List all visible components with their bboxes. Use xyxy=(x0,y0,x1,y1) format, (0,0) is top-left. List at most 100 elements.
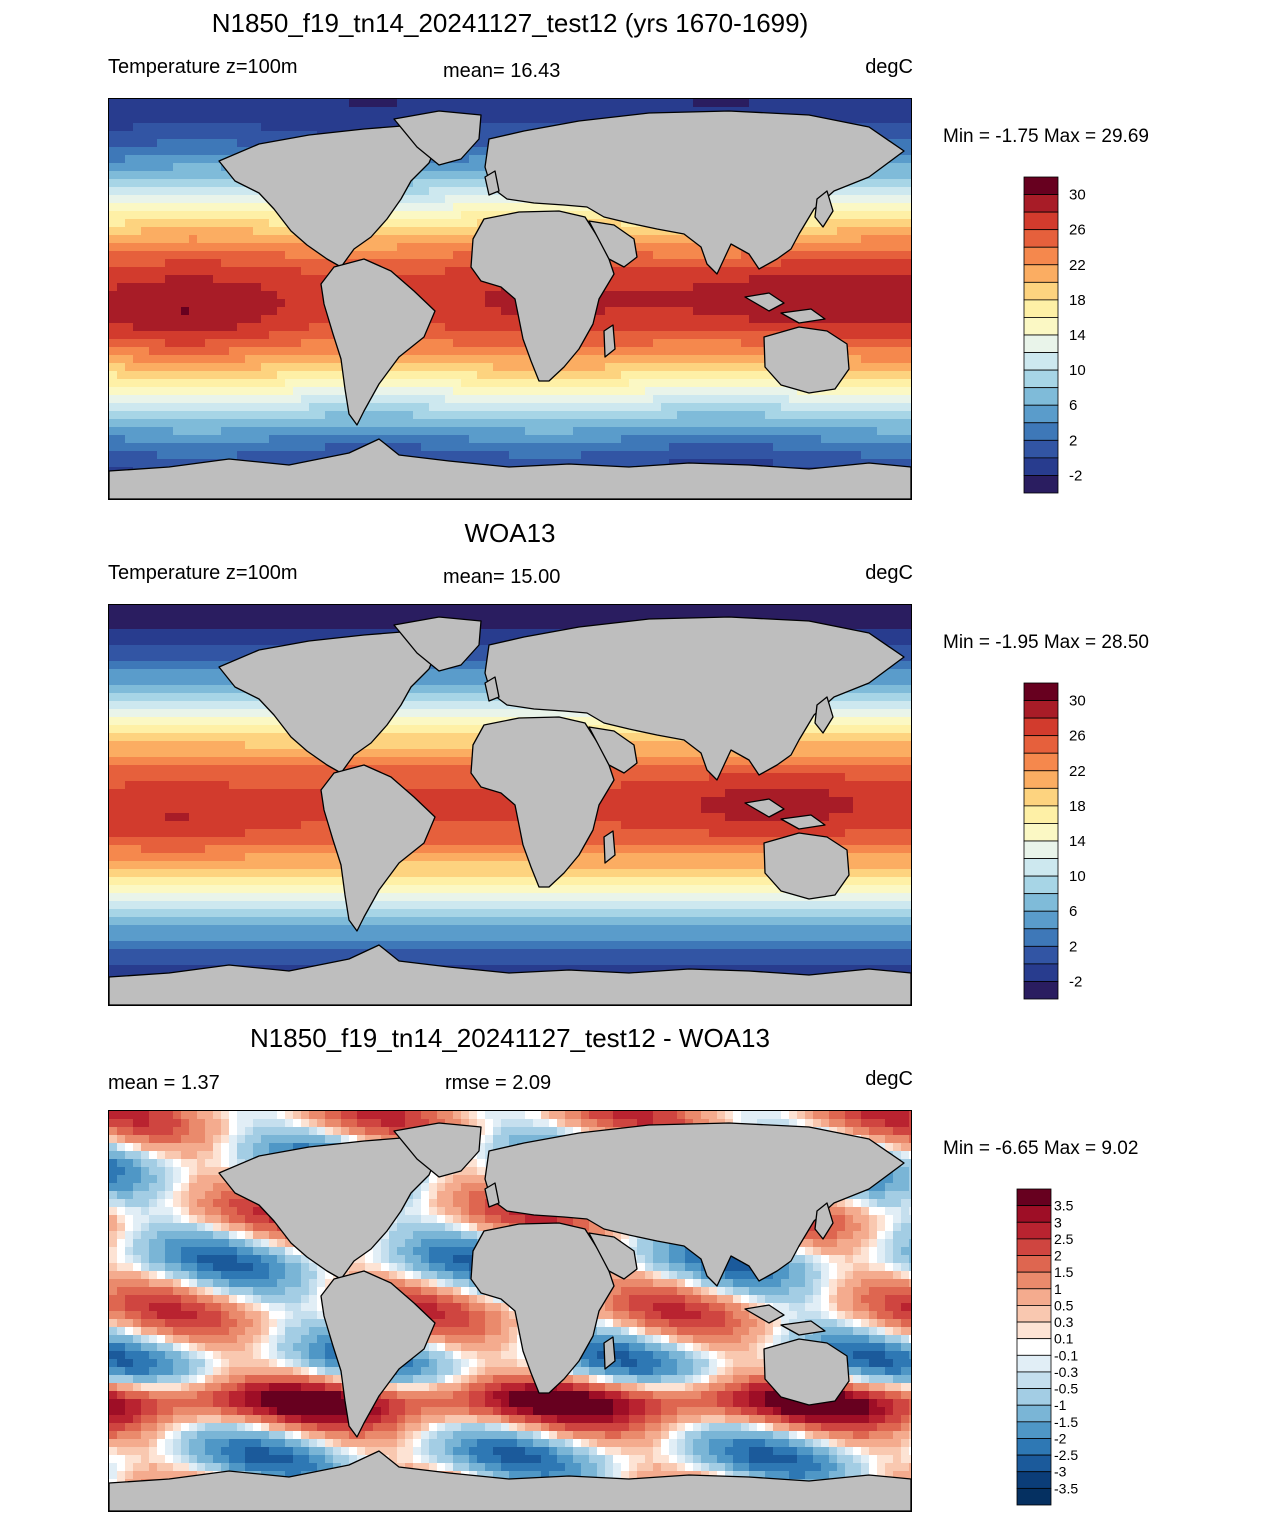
colorbar-tick-label: 2 xyxy=(1054,1248,1062,1264)
panel3-map xyxy=(108,1110,912,1512)
colorbar-swatch xyxy=(1023,928,1059,947)
colorbar-tick-label: 6 xyxy=(1069,903,1077,920)
colorbar-swatch xyxy=(1023,858,1059,877)
colorbar-swatch xyxy=(1023,264,1059,283)
colorbar-swatch xyxy=(1023,211,1059,231)
colorbar-tick-label: 22 xyxy=(1069,257,1086,274)
colorbar-swatch xyxy=(1023,475,1059,494)
land-mask xyxy=(109,110,911,499)
colorbar-tick-label: 18 xyxy=(1069,292,1086,309)
colorbar-swatch xyxy=(1023,770,1059,789)
colorbar-tick-label: 22 xyxy=(1069,763,1086,780)
panel1-title: N1850_f19_tn14_20241127_test12 (yrs 1670… xyxy=(211,8,809,38)
colorbar-swatch xyxy=(1016,1471,1052,1489)
colorbar-swatch xyxy=(1023,963,1059,982)
colorbar-swatch xyxy=(1016,1238,1052,1256)
colorbar-tick-label: 0.3 xyxy=(1054,1314,1074,1330)
colorbar-swatch xyxy=(1016,1255,1052,1273)
panel2-map xyxy=(108,604,912,1006)
colorbar-swatch xyxy=(1023,176,1059,195)
colorbar-swatch xyxy=(1023,334,1059,353)
colorbar-tick-label: 10 xyxy=(1069,362,1086,379)
colorbar-tick-label: -2 xyxy=(1069,467,1082,484)
colorbar-swatch xyxy=(1023,893,1059,912)
colorbar-tick-label: -3 xyxy=(1054,1464,1067,1480)
colorbar-tick-label: 2.5 xyxy=(1054,1231,1074,1247)
colorbar-tick-label: 3.5 xyxy=(1054,1198,1074,1214)
panel2-mean-label: mean= 15.00 xyxy=(443,566,561,588)
colorbar-swatch xyxy=(1023,700,1059,719)
colorbar-swatch xyxy=(1023,823,1059,842)
colorbar-tick-label: 30 xyxy=(1069,693,1086,710)
colorbar-tick-label: 2 xyxy=(1069,938,1077,955)
colorbar-swatch xyxy=(1023,682,1059,701)
colorbar-swatch xyxy=(1016,1454,1052,1473)
colorbar-swatch xyxy=(1023,910,1059,930)
panel1-units-label: degC xyxy=(865,56,913,78)
colorbar-swatch xyxy=(1016,1388,1052,1406)
colorbar-tick-label: -2 xyxy=(1054,1430,1067,1446)
colorbar-tick-label: 1.5 xyxy=(1054,1264,1074,1280)
colorbar-swatch xyxy=(1023,945,1059,965)
colorbar-swatch xyxy=(1023,299,1059,318)
colorbar-tick-label: 26 xyxy=(1069,222,1086,239)
colorbar-swatch xyxy=(1023,404,1059,424)
colorbar-swatch xyxy=(1016,1421,1052,1439)
panel3-colorbar: 3.5 3 2.5 2 1.5 1 0.5 0.3 0.1 -0.1 -0.3 -0.5 -1 -1.5-… xyxy=(1016,1188,1136,1506)
colorbar-tick-label: 18 xyxy=(1069,798,1086,815)
colorbar-tick-label: 6 xyxy=(1069,397,1077,414)
colorbar-swatch xyxy=(1016,1288,1052,1306)
colorbar-swatch xyxy=(1016,1371,1052,1389)
colorbar-tick-label: 14 xyxy=(1069,327,1086,344)
colorbar-swatch xyxy=(1023,981,1059,1000)
colorbar-swatch xyxy=(1016,1188,1052,1207)
panel1-colorbar: 30 26 22 18 14 10 6 2 -2 xyxy=(1023,176,1143,494)
panel3-title: N1850_f19_tn14_20241127_test12 - WOA13 xyxy=(250,1023,770,1053)
panel2-colorbar: 30 26 22 18 14 10 6 2 -2 xyxy=(1023,682,1143,1000)
colorbar-swatch xyxy=(1023,281,1059,301)
colorbar-swatch xyxy=(1023,735,1059,754)
colorbar-swatch xyxy=(1023,439,1059,459)
colorbar-swatch xyxy=(1016,1338,1052,1356)
colorbar-swatch xyxy=(1023,387,1059,406)
panel3-units-label: degC xyxy=(865,1068,913,1090)
colorbar-tick-label: 1 xyxy=(1054,1281,1062,1297)
panel2-variable-label: Temperature z=100m xyxy=(108,562,298,584)
land-mask xyxy=(109,616,911,1005)
colorbar-swatch xyxy=(1023,717,1059,737)
colorbar-swatch xyxy=(1016,1354,1052,1373)
panel2-minmax: Min = -1.95 Max = 28.50 xyxy=(943,632,1149,653)
colorbar-tick-label: 3 xyxy=(1054,1214,1062,1230)
colorbar-swatch xyxy=(1016,1321,1052,1340)
colorbar-swatch xyxy=(1016,1438,1052,1456)
colorbar-tick-label: -1 xyxy=(1054,1397,1067,1413)
panel1-minmax: Min = -1.75 Max = 29.69 xyxy=(943,126,1149,147)
colorbar-swatch xyxy=(1023,875,1059,895)
colorbar-swatch xyxy=(1016,1305,1052,1323)
colorbar-swatch xyxy=(1023,787,1059,807)
panel3-rmse-label: rmse = 2.09 xyxy=(445,1072,552,1094)
colorbar-tick-label: 0.5 xyxy=(1054,1297,1074,1313)
colorbar-tick-label: 30 xyxy=(1069,187,1086,204)
colorbar-tick-label: -0.3 xyxy=(1054,1364,1078,1380)
colorbar-tick-label: -0.1 xyxy=(1054,1347,1078,1363)
colorbar-swatch xyxy=(1016,1404,1052,1423)
colorbar-tick-label: -2.5 xyxy=(1054,1447,1078,1463)
panel2-title: WOA13 xyxy=(464,518,556,548)
colorbar-swatch xyxy=(1023,369,1059,389)
colorbar-tick-label: 2 xyxy=(1069,432,1077,449)
colorbar-swatch xyxy=(1016,1221,1052,1240)
colorbar-swatch xyxy=(1023,317,1059,336)
colorbar-swatch xyxy=(1023,194,1059,213)
panel2-units-label: degC xyxy=(865,562,913,584)
panel3-minmax: Min = -6.65 Max = 9.02 xyxy=(943,1138,1139,1159)
colorbar-tick-label: -2 xyxy=(1069,973,1082,990)
colorbar-swatch xyxy=(1023,805,1059,824)
colorbar-swatch xyxy=(1023,840,1059,859)
panel1-map xyxy=(108,98,912,500)
colorbar-tick-label: 14 xyxy=(1069,833,1086,850)
colorbar-swatch xyxy=(1023,229,1059,248)
colorbar-swatch xyxy=(1016,1487,1052,1506)
colorbar-tick-label: 26 xyxy=(1069,728,1086,745)
panel1-mean-label: mean= 16.43 xyxy=(443,60,561,82)
